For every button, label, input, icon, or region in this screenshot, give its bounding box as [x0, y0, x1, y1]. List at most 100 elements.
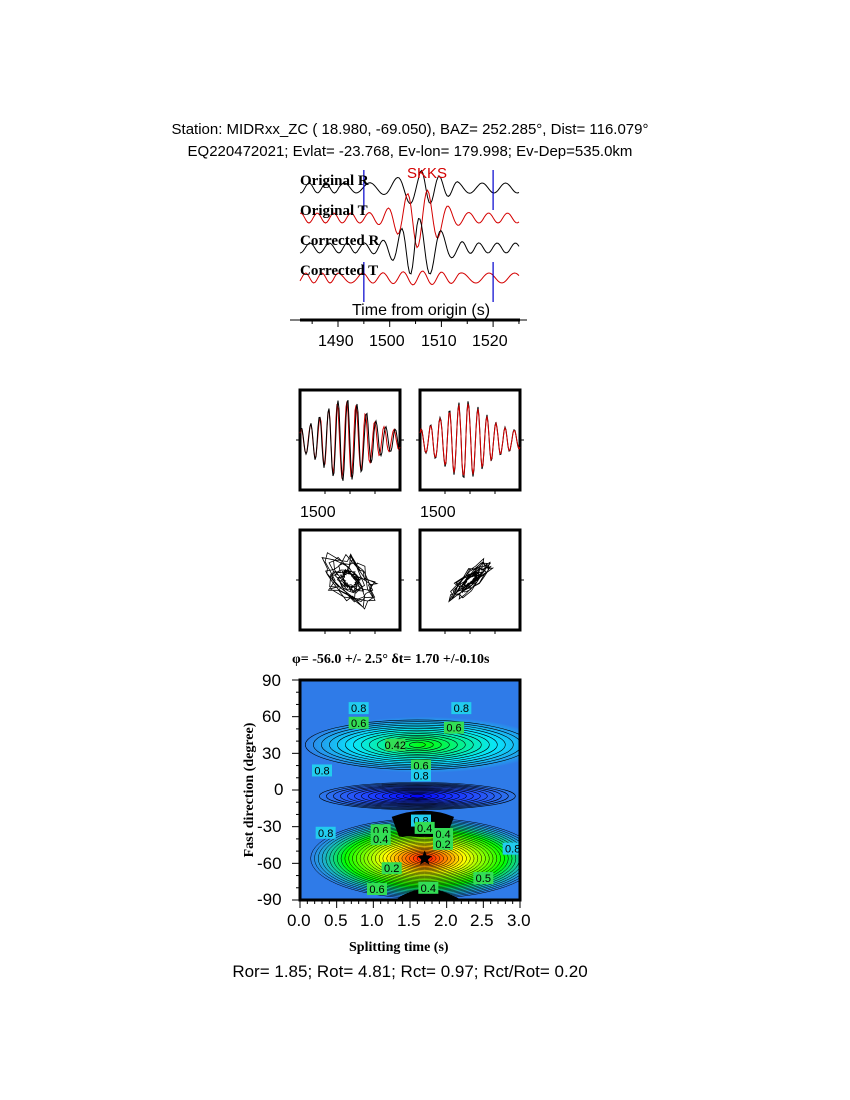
trace-xtick: 1490: [318, 333, 354, 350]
xtick: 0.0: [287, 911, 311, 930]
contour-label-text: 0.8: [413, 770, 428, 782]
contour-line: [371, 838, 479, 878]
contour-label-box: [411, 759, 431, 772]
xtick: 2.5: [470, 911, 494, 930]
contour-line: [382, 842, 467, 874]
contour-label-box: [381, 862, 402, 875]
trace-corrected-t: [299, 270, 520, 286]
contour-line: [353, 729, 482, 760]
contour-line: [394, 846, 456, 871]
contour-region-minimum: [309, 818, 520, 899]
ytick: 90: [262, 671, 281, 690]
contour-line: [361, 787, 474, 805]
contour-label-text: 0.2: [435, 839, 450, 851]
contour-label-text: 0.4: [417, 823, 432, 835]
xtick: 2.0: [434, 911, 458, 930]
contour-label: 0.8: [312, 764, 332, 777]
contour-label-text: 0.5: [476, 873, 491, 885]
ytick: 60: [262, 707, 281, 726]
contour-line: [403, 793, 432, 800]
contour-label: 0.8: [411, 769, 431, 782]
xtick: 0.5: [324, 911, 348, 930]
contour-line: [361, 731, 474, 758]
contour-label-text: 0.8: [318, 828, 333, 840]
contour-label-text: 0.8: [505, 844, 520, 856]
contour-label-box: [414, 821, 435, 834]
contour-line: [386, 844, 463, 873]
xtick: 3.0: [507, 911, 531, 930]
contour-line: [326, 783, 509, 810]
contour-label-text: 0.4: [421, 883, 436, 895]
contour-label-box: [385, 738, 406, 751]
contour-line: [410, 793, 425, 799]
contour-label-box: [433, 828, 453, 840]
contour-label-box: [473, 872, 494, 884]
contour-label: 0.8: [451, 702, 472, 715]
xtick: 1.0: [360, 911, 384, 930]
contour-label-box: [418, 881, 439, 894]
contour-label-box: [370, 832, 391, 845]
contour-dense-region: [395, 889, 462, 900]
contour-label-box: [348, 716, 369, 729]
ytick: -30: [257, 817, 282, 836]
waveform-panel-corrected: [418, 388, 522, 492]
trace-label-original-t: Original T: [300, 203, 368, 219]
waveform-original-r: [299, 400, 401, 481]
contour-label: 0.6: [348, 716, 369, 730]
contour-label: 0.2: [381, 862, 402, 875]
trace-original-t: [299, 189, 520, 249]
trace-xtick: 1510: [421, 333, 457, 350]
contour-line: [409, 741, 426, 748]
contour-label: 0.6: [367, 883, 387, 896]
contour-label-text: 0.2: [384, 863, 399, 875]
best-fit-star-icon: [417, 850, 433, 865]
contour-xlabel: Splitting time (s): [349, 940, 449, 955]
contour-line: [378, 841, 471, 876]
contour-line: [396, 792, 439, 801]
contour-label: 0.4: [418, 881, 439, 895]
contour-line: [382, 790, 453, 802]
contour-label: 0.8: [315, 826, 336, 840]
contour-label-box: [444, 721, 464, 734]
contour-label-box: [348, 702, 369, 715]
contour-line: [397, 848, 452, 869]
phase-label: SKKS: [407, 165, 448, 182]
contour-label-text: 0.6: [446, 723, 461, 735]
contour-line: [319, 782, 516, 811]
contour-label-box: [451, 702, 472, 715]
contour-ylabel: Fast direction (degree): [242, 722, 257, 858]
contour-label-box: [312, 764, 332, 777]
contour-label: 0.2: [433, 837, 453, 851]
ratios-readout: Ror= 1.85; Rot= 4.81; Rct= 0.97; Rct/Rot…: [232, 962, 588, 981]
contour-label: 0.5: [473, 872, 494, 885]
contour-label-box: [411, 769, 431, 782]
particle-motion-corrected: [418, 528, 522, 632]
contour-line: [368, 788, 467, 804]
ytick: -60: [257, 854, 282, 873]
particle-motion-corrected-path: [448, 557, 495, 603]
panel-xtick-right: 1500: [420, 504, 456, 521]
contour-line: [333, 784, 502, 809]
trace-xtick: 1500: [369, 333, 405, 350]
trace-label-corrected-t: Corrected T: [300, 263, 379, 279]
contour-label: 0.8: [502, 842, 520, 856]
particle-motion-original-path: [321, 552, 379, 610]
waveform-corrected-t: [419, 403, 521, 476]
ytick: -90: [257, 890, 282, 909]
ytick: 30: [262, 744, 281, 763]
contour-label-box: [433, 837, 453, 850]
trace-xlabel: Time from origin (s): [352, 302, 491, 319]
contour-label-text: 0.6: [369, 884, 384, 896]
contour-label: 0.4: [370, 832, 391, 846]
contour-line: [390, 845, 460, 872]
contour-label-box: [502, 842, 520, 855]
contour-label-text: 0.6: [351, 718, 366, 730]
trace-label-original-r: Original R: [300, 173, 369, 189]
trace-original-r: [300, 169, 520, 205]
xtick: 1.5: [397, 911, 421, 930]
contour-label-text: 0.4: [373, 834, 388, 846]
contour-line: [389, 791, 446, 802]
contour-line: [375, 840, 475, 877]
contour-label-text: 0.8: [351, 703, 366, 715]
contour-line: [354, 786, 481, 806]
